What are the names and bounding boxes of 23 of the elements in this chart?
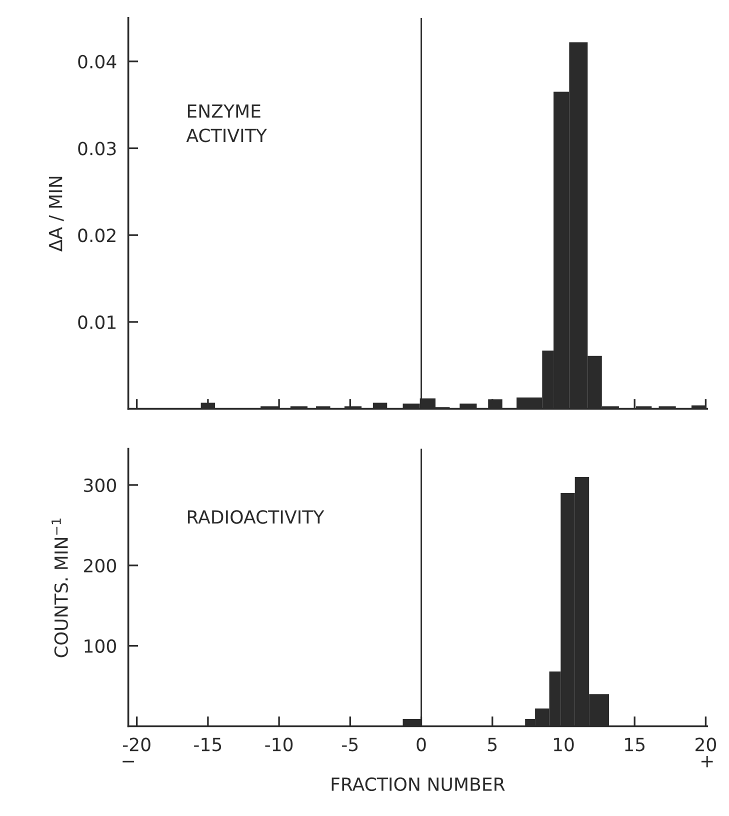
x-tick-label: 20: [696, 738, 716, 752]
y-tick-label: 0.02: [78, 228, 116, 242]
y-tick-label: 100: [84, 639, 116, 653]
text: −: [122, 760, 134, 762]
annotation: ENZYME ACTIVITY: [186, 104, 267, 142]
x-tick-label: 10: [554, 738, 574, 752]
y-tick-label: 0.01: [78, 315, 116, 330]
x-axis-title: FRACTION NUMBER: [332, 777, 505, 792]
text: +: [701, 756, 713, 768]
x-tick-label: 5: [488, 738, 497, 752]
x-tick-label: 15: [625, 738, 645, 752]
y-tick-label: 300: [84, 478, 116, 492]
y-axis-title: COUNTS. MIN$^{−1}$: [52, 518, 68, 658]
x-tick-label: -10: [265, 738, 293, 752]
y-tick-label: 0.03: [78, 142, 116, 156]
x-tick-label: -5: [342, 738, 358, 752]
x-tick-label: 0: [416, 738, 426, 752]
y-axis-title: ΔA / MIN: [48, 176, 64, 252]
x-tick-label: -20: [122, 738, 150, 752]
x-tick-label: -15: [194, 738, 222, 752]
y-tick-label: 0.04: [78, 54, 116, 68]
y-tick-label: 200: [84, 558, 116, 573]
annotation: RADIOACTIVITY: [188, 510, 324, 524]
